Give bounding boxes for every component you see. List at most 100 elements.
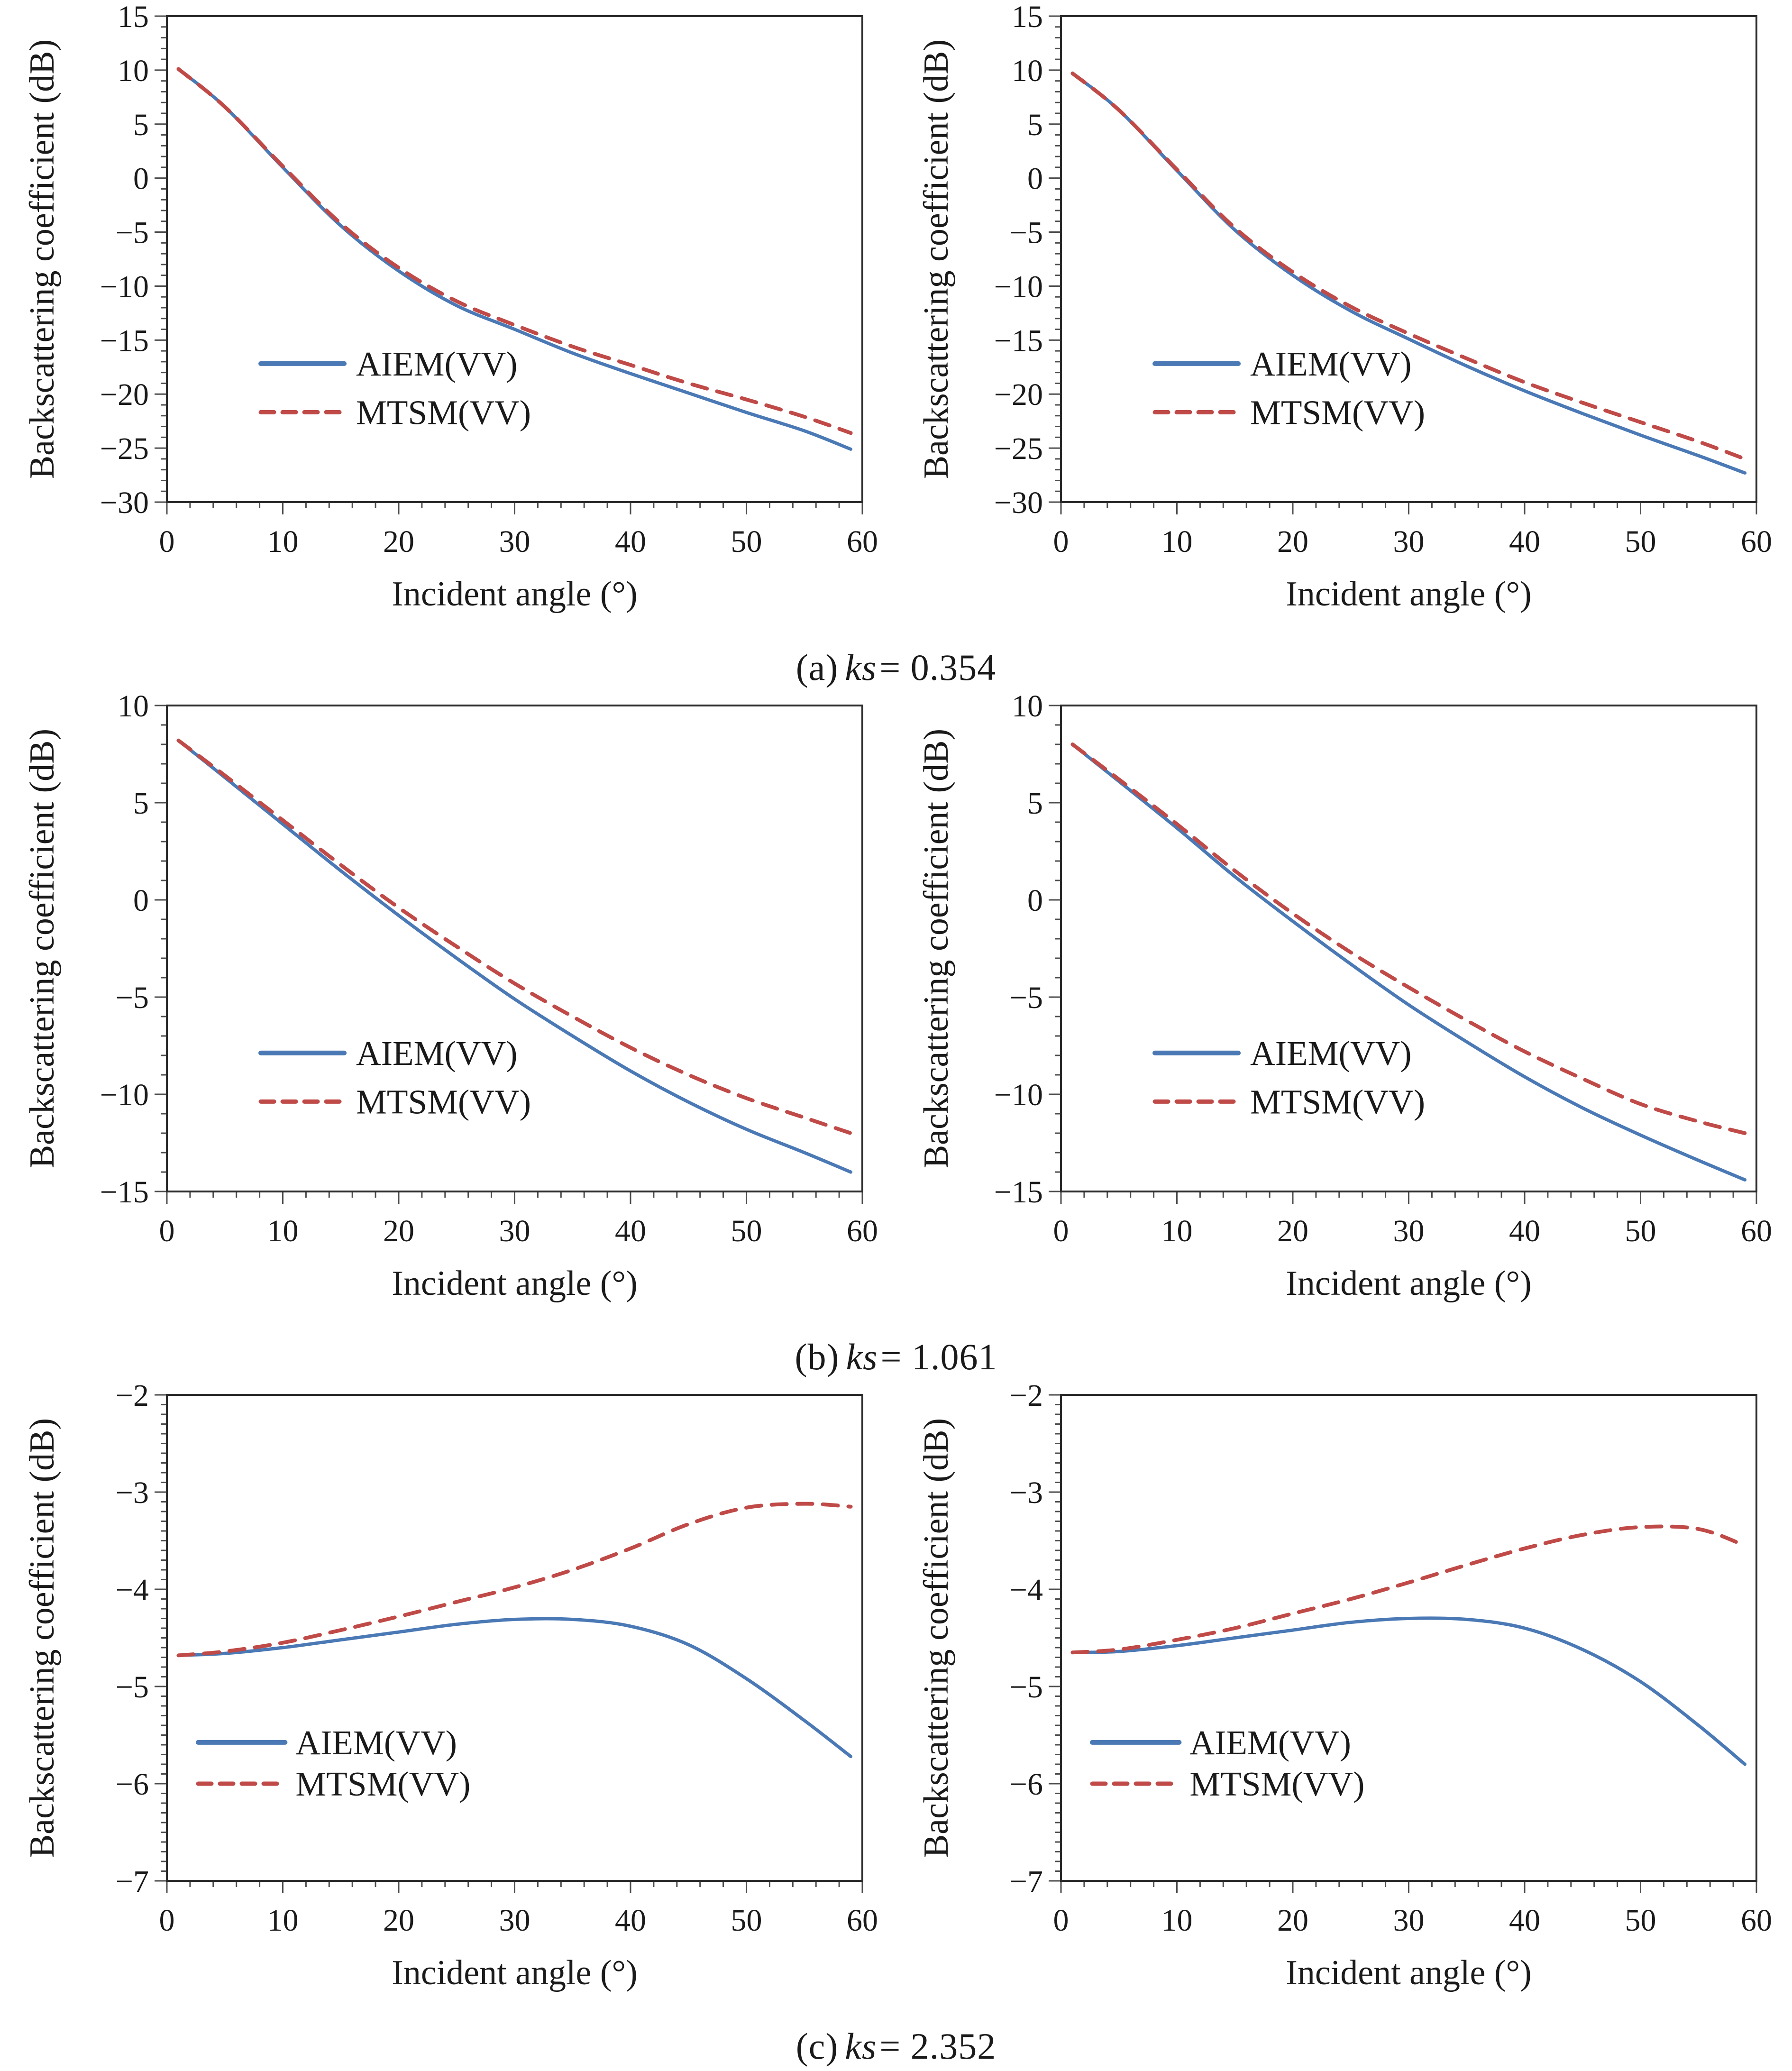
svg-text:−30: −30 (994, 486, 1043, 520)
caption-b: (b) ks= 1.061 (0, 1332, 1792, 1382)
caption-a-prefix: (a) (795, 647, 839, 688)
legend: AIEM(VV)MTSM(VV) (1090, 1723, 1364, 1803)
svg-text:−10: −10 (100, 269, 149, 304)
svg-text:60: 60 (1741, 524, 1772, 559)
svg-text:40: 40 (1509, 1214, 1540, 1248)
tick-labels: 0 10 20 30 40 50 60 −15 −10 −5 0 5 10 (994, 689, 1772, 1248)
svg-text:50: 50 (1625, 524, 1656, 559)
svg-text:0: 0 (1053, 524, 1069, 559)
legend-label-mtsm: MTSM(VV) (1189, 1765, 1364, 1803)
svg-text:−7: −7 (1010, 1864, 1043, 1899)
chart-c-right-svg: 0 10 20 30 40 50 60 −7 −6 −5 −4 −3 −2 Incident angle … (917, 1378, 1772, 1992)
y-axis-title: Backscattering coefficient (dB) (23, 39, 62, 479)
svg-text:0: 0 (133, 162, 149, 196)
svg-text:−5: −5 (116, 216, 149, 250)
curve-aiem-vv- (1070, 1616, 1747, 1766)
svg-text:0: 0 (159, 1903, 175, 1938)
svg-text:−15: −15 (994, 323, 1043, 358)
legend-label-mtsm: MTSM(VV) (356, 1082, 531, 1121)
svg-text:30: 30 (1393, 524, 1425, 559)
svg-text:50: 50 (731, 1214, 762, 1248)
svg-text:30: 30 (1393, 1903, 1425, 1938)
svg-text:20: 20 (1277, 524, 1308, 559)
curve-mtsm-vv- (176, 1502, 853, 1658)
svg-text:−5: −5 (116, 1670, 149, 1704)
legend: AIEM(VV)MTSM(VV) (258, 1034, 531, 1121)
caption-a: (a) ks= 0.354 (0, 643, 1792, 692)
svg-text:60: 60 (847, 1903, 878, 1938)
curve-mtsm-vv- (1070, 1524, 1747, 1655)
svg-text:5: 5 (133, 786, 149, 821)
svg-text:30: 30 (1393, 1214, 1425, 1248)
x-axis-title: Incident angle (°) (392, 1264, 638, 1303)
tick-labels: 0 10 20 30 40 50 60 −15 −10 −5 0 5 10 (100, 689, 878, 1248)
svg-text:40: 40 (615, 524, 646, 559)
chart-a-right-svg: 0 10 20 30 40 50 60 −30 −25 −20 −15 −10 −5 0 5 10 15 Inci… (917, 0, 1772, 614)
chart-b-right-svg: 0 10 20 30 40 50 60 −15 −10 −5 0 5 10 Incident angle … (917, 689, 1772, 1303)
row-b: 0 10 20 30 40 50 60 −15 −10 −5 0 5 10 Incident angle … (0, 689, 1792, 1332)
axis-ticks (155, 15, 863, 514)
svg-text:0: 0 (1053, 1903, 1069, 1938)
chart-a-left-svg: 0 10 20 30 40 50 60 −30 −25 −20 −15 −10 −5 0 5 10 15 Inci… (23, 0, 878, 614)
x-axis-title: Incident angle (°) (1286, 1264, 1532, 1303)
svg-text:−25: −25 (994, 431, 1043, 466)
row-a: 0 10 20 30 40 50 60 −30 −25 −20 −15 −10 −5 0 5 10 15 Inci… (0, 0, 1792, 643)
curve-aiem-vv- (1070, 742, 1747, 1182)
svg-text:−6: −6 (116, 1767, 149, 1802)
svg-text:0: 0 (1027, 883, 1043, 918)
plot-border (1060, 15, 1757, 503)
x-axis-title: Incident angle (°) (1286, 1953, 1532, 1992)
svg-text:40: 40 (1509, 524, 1540, 559)
svg-text:10: 10 (118, 692, 149, 724)
svg-text:−4: −4 (116, 1573, 149, 1607)
svg-text:−5: −5 (1010, 981, 1043, 1015)
svg-text:10: 10 (1161, 1903, 1193, 1938)
svg-text:−25: −25 (100, 431, 149, 466)
svg-text:10: 10 (267, 1903, 299, 1938)
legend: AIEM(VV)MTSM(VV) (1152, 1034, 1425, 1121)
chart-c-right: 0 10 20 30 40 50 60 −7 −6 −5 −4 −3 −2 Incident angle … (902, 1378, 1784, 2022)
plot-border (1060, 1394, 1757, 1882)
svg-text:60: 60 (1741, 1214, 1772, 1248)
svg-text:50: 50 (1625, 1903, 1656, 1938)
svg-text:−10: −10 (994, 269, 1043, 304)
caption-c: (c) ks= 2.352 (0, 2022, 1792, 2071)
y-axis-title: Backscattering coefficient (dB) (23, 1418, 62, 1858)
caption-b-prefix: (b) (795, 1336, 840, 1377)
svg-text:−30: −30 (100, 486, 149, 520)
svg-text:10: 10 (1012, 692, 1043, 724)
legend: AIEM(VV) MTSM(VV) (258, 345, 531, 431)
axis-ticks (1049, 15, 1757, 514)
svg-text:10: 10 (267, 1214, 299, 1248)
legend-label-aiem: AIEM(VV) (356, 345, 518, 383)
y-axis-title: Backscattering coefficient (dB) (917, 1418, 956, 1858)
svg-text:−20: −20 (100, 377, 149, 412)
svg-text:0: 0 (159, 1214, 175, 1248)
svg-text:50: 50 (731, 524, 762, 559)
svg-text:0: 0 (1027, 162, 1043, 196)
svg-text:40: 40 (1509, 1903, 1540, 1938)
svg-text:20: 20 (1277, 1214, 1308, 1248)
curve-mtsm-vv- (176, 738, 853, 1135)
legend-label-mtsm: MTSM(VV) (356, 393, 531, 431)
svg-text:20: 20 (383, 524, 414, 559)
svg-text:−5: −5 (1010, 1670, 1043, 1704)
svg-text:10: 10 (1161, 1214, 1193, 1248)
curve-mtsm-vv- (1070, 742, 1747, 1135)
tick-labels: 0 10 20 30 40 50 60 −7 −6 −5 −4 −3 −2 (1010, 1378, 1772, 1938)
svg-text:15: 15 (1012, 3, 1043, 34)
svg-text:−10: −10 (994, 1078, 1043, 1112)
caption-c-symbol: ks (845, 2025, 877, 2067)
svg-text:40: 40 (615, 1903, 646, 1938)
caption-a-value: = 0.354 (879, 647, 997, 688)
svg-text:−10: −10 (100, 1078, 149, 1112)
plot-border (1060, 705, 1757, 1192)
chart-c-left: 0 10 20 30 40 50 60 −7 −6 −5 −4 −3 −2 Incident angle … (8, 1378, 890, 2022)
y-axis-title: Backscattering coefficient (dB) (917, 39, 956, 479)
svg-text:60: 60 (847, 1214, 878, 1248)
legend: AIEM(VV)MTSM(VV) (1152, 345, 1425, 431)
legend-label-aiem: AIEM(VV) (1250, 345, 1412, 383)
plot-border (166, 15, 863, 503)
svg-text:−5: −5 (116, 981, 149, 1015)
svg-text:−15: −15 (994, 1175, 1043, 1210)
